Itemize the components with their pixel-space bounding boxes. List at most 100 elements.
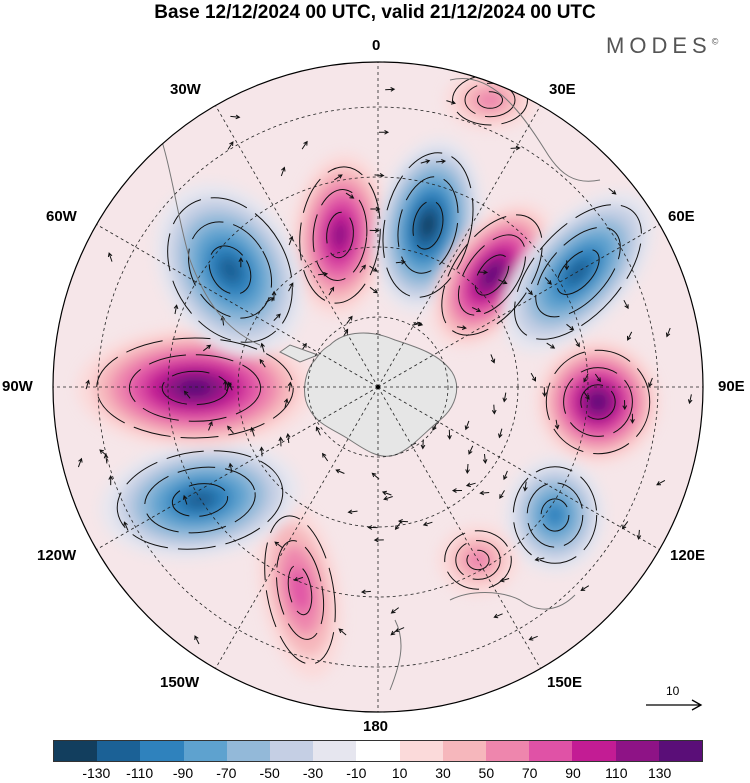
flow-arrow: [182, 494, 188, 505]
brand-name: MODES: [606, 33, 712, 58]
flow-arrow: [502, 392, 508, 403]
flow-arrow: [447, 429, 452, 440]
streamline: [580, 384, 616, 420]
reference-vector-label: 10: [666, 684, 680, 698]
streamline: [514, 204, 642, 340]
colorbar-tick-label: -130: [82, 765, 111, 781]
flow-arrow: [315, 426, 321, 436]
flow-arrow: [322, 452, 329, 462]
streamline: [167, 197, 293, 343]
colorbar-tick-label: 90: [565, 765, 581, 781]
anomaly-field: [77, 70, 660, 679]
streamline: [397, 176, 459, 274]
lon-label-180: 180: [363, 718, 389, 735]
flow-arrow: [108, 475, 114, 486]
map-title: Base 12/12/2024 00 UTC, valid 21/12/2024…: [154, 2, 596, 23]
flow-arrow: [665, 327, 671, 338]
flow-arrow: [99, 449, 108, 457]
meridian-line: [96, 224, 379, 388]
meridian-line: [377, 224, 660, 388]
flow-arrow: [523, 481, 528, 492]
africa-coastline: [449, 78, 601, 182]
flow-arrow: [491, 404, 497, 415]
flow-arrow: [464, 420, 470, 431]
flow-arrow: [287, 381, 293, 392]
flow-arrow: [394, 627, 405, 633]
flow-arrow: [648, 377, 653, 388]
streamline: [512, 466, 598, 564]
lon-label-60w: 60W: [46, 208, 77, 225]
flow-arrow: [173, 304, 179, 315]
colorbar-tick-label: 110: [605, 765, 628, 781]
flow-arrow: [397, 518, 409, 524]
meridian-line: [96, 386, 379, 550]
colorbar-tick-label: 130: [647, 765, 672, 781]
flow-arrow: [530, 372, 536, 382]
flow-arrow: [335, 469, 345, 474]
flow-arrow: [630, 413, 635, 424]
streamline: [299, 166, 381, 304]
flow-arrow: [259, 358, 266, 368]
colorbar-cell: [226, 741, 271, 761]
streamlines: [77, 74, 693, 665]
lon-label-30w: 30W: [170, 81, 201, 98]
flow-arrow: [564, 260, 570, 271]
flow-arrow: [566, 323, 575, 331]
brand-logo: MODES©: [606, 33, 718, 59]
flow-arrow: [390, 607, 399, 614]
flow-arrow: [77, 457, 83, 468]
streamline: [128, 354, 262, 422]
streamline: [326, 211, 354, 259]
flow-arrow: [85, 379, 90, 390]
meridian-line: [377, 386, 541, 669]
colorbar-tick-label: -10: [346, 765, 367, 781]
colorbar-cell: [615, 741, 659, 761]
streamline: [144, 466, 256, 534]
meridian-line: [215, 386, 379, 669]
flow-arrow: [334, 174, 343, 181]
streamline: [535, 226, 621, 318]
flow-arrow: [370, 206, 381, 212]
flow-arrow: [347, 509, 358, 515]
lon-label-120e: 120E: [670, 547, 706, 564]
meridian-line: [215, 105, 379, 388]
latitude-circle: [167, 176, 589, 598]
negative-anomaly: [155, 183, 305, 357]
streamline: [444, 530, 512, 590]
colorbar: [53, 740, 703, 762]
colorbar-tick-label: -110: [126, 765, 154, 781]
flow-arrow: [274, 541, 283, 548]
streamline: [382, 152, 474, 298]
flow-arrow: [656, 479, 666, 486]
positive-anomaly: [536, 340, 660, 464]
flow-arrow: [499, 577, 510, 583]
flow-arrow: [107, 252, 113, 262]
flow-arrow: [510, 145, 521, 151]
flow-arrow: [420, 159, 431, 164]
colorbar-tick-label: -50: [259, 765, 280, 781]
colorbar-tick-label: -70: [216, 765, 237, 781]
colorbar-cell: [399, 741, 443, 761]
flow-arrow: [293, 576, 304, 582]
flow-arrow: [456, 325, 467, 330]
streamline: [540, 498, 570, 532]
streamline: [455, 540, 501, 580]
flow-arrow: [482, 453, 488, 464]
flow-arrow: [542, 387, 547, 398]
colorbar-cell: [183, 741, 227, 761]
australia-coastline: [449, 592, 576, 610]
flow-arrow: [627, 331, 633, 341]
graticule: [53, 62, 703, 712]
flow-arrow: [227, 425, 234, 434]
streamline: [457, 234, 527, 316]
flow-arrow: [238, 257, 244, 268]
colorbar-tick-label: 30: [435, 765, 451, 781]
negative-anomaly: [505, 457, 605, 573]
meridian-line: [377, 386, 660, 550]
flow-arrow: [583, 373, 589, 383]
colorbar-tick-label: -90: [172, 765, 194, 781]
flow-arrow: [422, 521, 433, 527]
streamline: [208, 245, 252, 295]
streamline: [545, 349, 651, 455]
